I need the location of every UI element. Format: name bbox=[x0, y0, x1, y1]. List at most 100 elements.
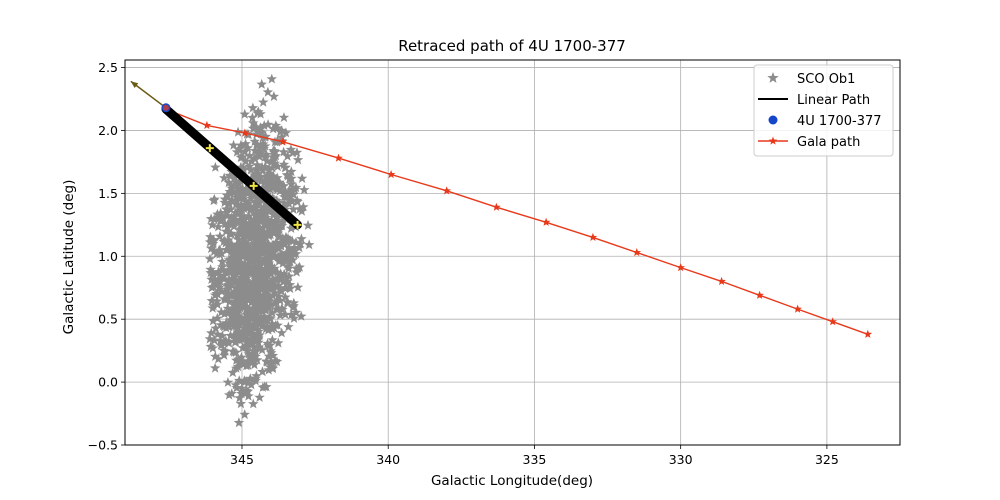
sco-ob1-star bbox=[213, 353, 224, 364]
sco-ob1-star bbox=[246, 297, 257, 307]
sco-ob1-star bbox=[250, 262, 261, 273]
sco-ob1-star bbox=[302, 219, 314, 230]
gala-path-marker bbox=[863, 329, 873, 338]
sco-ob1-star bbox=[239, 296, 251, 307]
sco-ob1-star bbox=[226, 195, 238, 206]
sco-ob1-star bbox=[249, 136, 260, 147]
sco-ob1-star bbox=[286, 195, 298, 206]
sco-ob1-star bbox=[232, 361, 244, 372]
sco-ob1-star bbox=[252, 228, 263, 239]
sco-ob1-star bbox=[258, 266, 269, 277]
sco-ob1-star bbox=[223, 234, 234, 245]
sco-ob1-star bbox=[256, 344, 268, 355]
sco-ob1-star bbox=[253, 223, 264, 233]
sco-ob1-star bbox=[250, 321, 262, 332]
sco-ob1-star bbox=[238, 289, 249, 300]
sco-ob1-star bbox=[234, 263, 245, 274]
sco-ob1-star bbox=[234, 375, 245, 386]
sco-ob1-star bbox=[279, 186, 290, 196]
sco-ob1-star bbox=[238, 278, 249, 289]
sco-ob1-star bbox=[206, 282, 218, 293]
sco-ob1-star bbox=[267, 162, 278, 173]
sco-ob1-star bbox=[239, 238, 250, 249]
sco-ob1-star bbox=[224, 228, 235, 239]
sco-ob1-star bbox=[233, 251, 244, 262]
sco-ob1-star bbox=[250, 173, 261, 184]
sco-ob1-star bbox=[288, 312, 300, 323]
gala-path-marker bbox=[541, 217, 551, 226]
sco-ob1-star bbox=[243, 239, 254, 250]
sco-ob1-star bbox=[254, 123, 266, 134]
sco-ob1-star bbox=[230, 268, 242, 279]
sco-ob1-star bbox=[248, 188, 260, 199]
sco-ob1-star bbox=[224, 170, 236, 181]
sco-ob1-star bbox=[287, 302, 299, 312]
sco-ob1-star bbox=[287, 254, 298, 265]
sco-ob1-star bbox=[227, 367, 238, 378]
sco-ob1-star bbox=[260, 295, 272, 306]
sco-ob1-star bbox=[278, 159, 290, 170]
sco-ob1-star bbox=[241, 251, 252, 262]
sco-ob1-star bbox=[209, 362, 221, 373]
sco-ob1-star bbox=[248, 341, 260, 352]
sco-ob1-star bbox=[277, 232, 289, 243]
sco-ob1-star bbox=[274, 239, 286, 250]
sco-ob1-star bbox=[276, 131, 287, 142]
sco-ob1-star bbox=[267, 307, 278, 318]
sco-ob1-star bbox=[239, 212, 250, 223]
sco-ob1-star bbox=[294, 203, 306, 214]
legend-symbol-gala-path bbox=[758, 136, 788, 145]
sco-ob1-star bbox=[276, 240, 287, 251]
sco-ob1-star bbox=[278, 146, 289, 157]
sco-ob1-star bbox=[207, 219, 218, 230]
sco-ob1-star bbox=[269, 157, 280, 168]
sco-ob1-star bbox=[220, 226, 232, 236]
sco-ob1-star bbox=[231, 276, 242, 286]
sco-ob1-star bbox=[233, 188, 244, 199]
sco-ob1-star bbox=[255, 171, 266, 182]
sco-ob1-star bbox=[273, 255, 285, 266]
sco-ob1-star bbox=[243, 259, 254, 270]
sco-ob1-star bbox=[267, 283, 278, 293]
sco-ob1-star bbox=[230, 347, 242, 357]
sco-ob1-star bbox=[204, 236, 216, 247]
sco-ob1-star bbox=[246, 325, 257, 336]
sco-ob1-star bbox=[253, 236, 264, 246]
legend-star-gala bbox=[768, 136, 778, 145]
sco-ob1-star bbox=[222, 377, 234, 387]
sco-ob1-star bbox=[231, 334, 243, 344]
sco-ob1-star bbox=[247, 102, 259, 113]
sco-ob1-star bbox=[282, 296, 293, 307]
sco-ob1-star bbox=[266, 215, 277, 226]
sco-ob1-star bbox=[264, 223, 276, 234]
sco-ob1-star bbox=[242, 377, 254, 388]
sco-ob1-star bbox=[262, 291, 273, 302]
sco-ob1-star bbox=[250, 250, 261, 260]
sco-ob1-star bbox=[250, 274, 262, 285]
sco-ob1-star bbox=[278, 276, 289, 287]
sco-ob1-star bbox=[290, 182, 302, 193]
sco-ob1-star bbox=[292, 281, 304, 292]
sco-ob1-star bbox=[222, 221, 233, 232]
sco-ob1-star bbox=[278, 112, 290, 123]
sco-ob1-star bbox=[279, 239, 290, 250]
sco-ob1-star bbox=[272, 319, 283, 330]
sco-ob1-star bbox=[285, 144, 297, 155]
sco-ob1-star bbox=[270, 239, 281, 250]
sco-ob1-star bbox=[249, 304, 260, 315]
sco-ob1-star bbox=[251, 370, 262, 381]
sco-ob1-star bbox=[257, 306, 268, 317]
sco-ob1-star bbox=[255, 108, 266, 119]
sco-ob1-star bbox=[210, 351, 221, 361]
source-point-series bbox=[130, 80, 171, 113]
sco-ob1-star bbox=[282, 150, 293, 161]
sco-ob1-star bbox=[250, 201, 261, 212]
x-tick-label: 345 bbox=[230, 452, 254, 467]
y-tick-label: 1.5 bbox=[98, 186, 118, 201]
legend-label-sco-ob1: SCO Ob1 bbox=[797, 72, 855, 87]
sco-ob1-star bbox=[234, 202, 245, 213]
sco-ob1-star bbox=[244, 303, 255, 314]
sco-ob1-star bbox=[224, 317, 235, 328]
sco-ob1-star bbox=[240, 195, 251, 206]
